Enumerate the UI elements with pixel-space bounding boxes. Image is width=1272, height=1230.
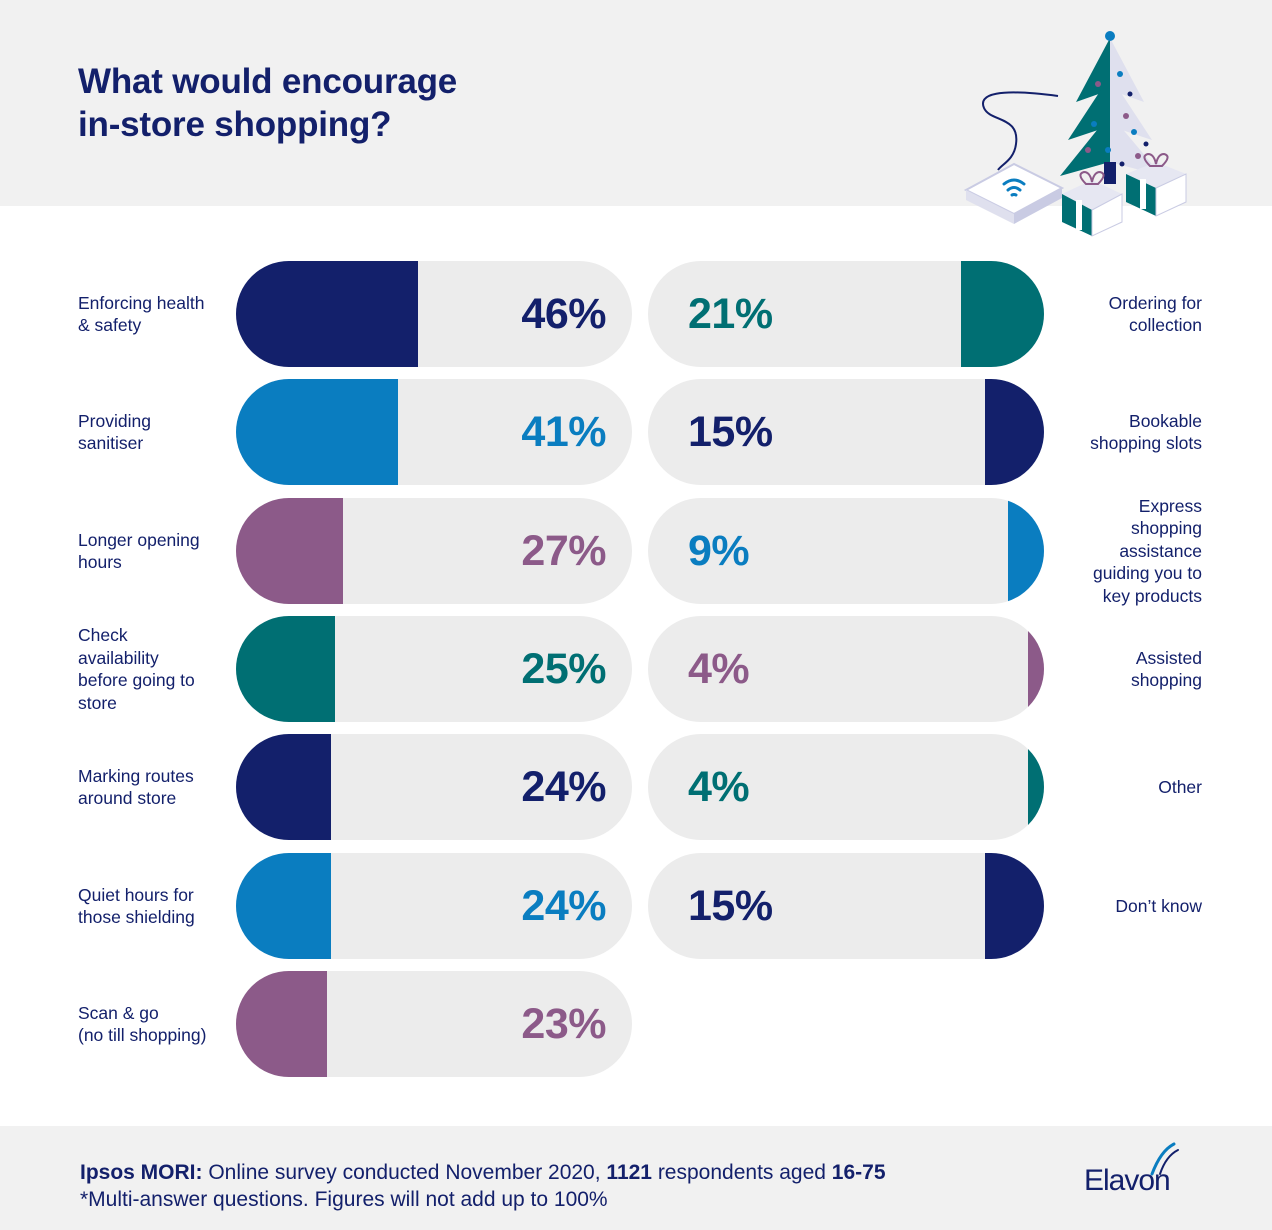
title-line-1: What would encourage	[78, 62, 458, 101]
bar-value-label: 4%	[688, 645, 750, 693]
bar-value-label: 15%	[688, 408, 773, 456]
right-category-label: Ordering for collection	[1108, 292, 1202, 336]
bar-value-label: 46%	[521, 290, 606, 338]
left-category-label: Check availability before going to store	[78, 625, 195, 713]
right-bar-6: 15%	[648, 853, 1044, 959]
title-line-2: in-store shopping?	[78, 105, 392, 144]
chart-title: What would encourage in-store shopping?	[78, 60, 457, 146]
bar-value-label: 41%	[521, 408, 606, 456]
right-bar-2: 15%	[648, 379, 1044, 485]
right-category-label: Assisted shopping	[1130, 647, 1202, 691]
bar-fill	[236, 853, 332, 959]
left-bar-5: 24%	[236, 734, 632, 840]
left-bar-4: 25%	[236, 616, 632, 722]
footer-band	[0, 1126, 1272, 1230]
bar-value-label: 21%	[688, 290, 773, 338]
bar-fill	[236, 734, 332, 840]
bar-fill	[236, 379, 399, 485]
bar-value-label: 27%	[521, 527, 606, 575]
christmas-tree-illustration	[963, 31, 1187, 237]
left-category-label: Scan & go (no till shopping)	[78, 1002, 207, 1046]
right-category-label: Other	[1158, 776, 1202, 797]
bar-fill	[960, 261, 1044, 367]
left-category-label: Providing sanitiser	[78, 410, 151, 454]
bar-fill	[236, 616, 335, 722]
bar-fill	[1008, 498, 1044, 604]
bar-value-label: 15%	[688, 882, 773, 930]
bar-value-label: 9%	[688, 527, 750, 575]
left-bar-1: 46%	[236, 261, 632, 367]
bar-value-label: 4%	[688, 763, 750, 811]
right-bar-1: 21%	[648, 261, 1044, 367]
bar-value-label: 24%	[521, 882, 606, 930]
elavon-logo: Elavon	[1084, 1138, 1204, 1206]
left-bar-6: 24%	[236, 853, 632, 959]
bar-value-label: 25%	[521, 645, 606, 693]
left-category-label: Enforcing health & safety	[78, 292, 205, 336]
bar-fill	[236, 498, 343, 604]
left-bar-7: 23%	[236, 971, 632, 1077]
age-range: 16-75	[831, 1161, 886, 1184]
source-line: Ipsos MORI: Online survey conducted Nove…	[80, 1159, 886, 1186]
source-name: Ipsos MORI:	[80, 1161, 203, 1184]
right-category-label: Don’t know	[1115, 895, 1202, 916]
right-bar-4: 4%	[648, 616, 1044, 722]
bar-fill	[1028, 734, 1044, 840]
left-bar-2: 41%	[236, 379, 632, 485]
source-text-1: Online survey conducted November 2020,	[202, 1161, 607, 1184]
multi-answer-note: *Multi-answer questions. Figures will no…	[80, 1188, 608, 1211]
respondent-count: 1121	[606, 1161, 652, 1184]
bar-fill	[236, 971, 328, 1077]
right-category-label: Express shopping assistance guiding you …	[1093, 495, 1202, 606]
left-category-label: Longer opening hours	[78, 529, 200, 573]
left-bar-3: 27%	[236, 498, 632, 604]
bar-value-label: 23%	[521, 1000, 606, 1048]
logo-text: Elavon	[1084, 1164, 1171, 1197]
right-bar-5: 4%	[648, 734, 1044, 840]
right-bar-3: 9%	[648, 498, 1044, 604]
bar-fill	[1028, 616, 1044, 722]
bar-fill	[984, 853, 1044, 959]
footnote: Ipsos MORI: Online survey conducted Nove…	[80, 1159, 886, 1213]
left-category-label: Marking routes around store	[78, 765, 194, 809]
left-category-label: Quiet hours for those shielding	[78, 884, 195, 928]
logo-swoosh-icon	[1150, 1142, 1179, 1176]
bar-fill	[984, 379, 1044, 485]
bar-fill	[236, 261, 419, 367]
header-band	[0, 0, 1272, 206]
right-category-label: Bookable shopping slots	[1090, 410, 1202, 454]
bar-value-label: 24%	[521, 763, 606, 811]
source-text-2: respondents aged	[651, 1161, 832, 1184]
